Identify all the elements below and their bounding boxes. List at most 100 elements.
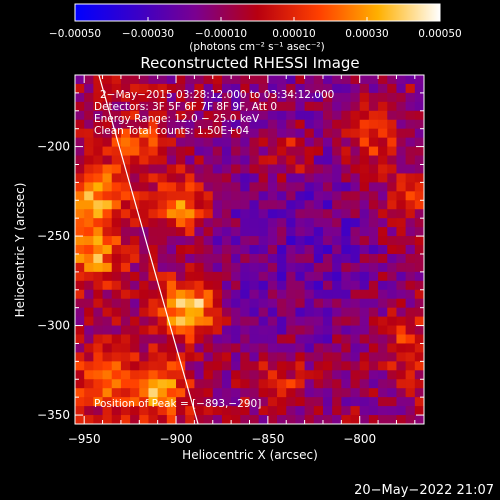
heatmap-cell bbox=[332, 325, 342, 336]
heatmap-cell bbox=[304, 191, 315, 201]
heatmap-cell bbox=[396, 325, 407, 336]
heatmap-cell bbox=[405, 146, 416, 157]
heatmap-cell bbox=[93, 361, 104, 371]
heatmap-cell bbox=[322, 370, 333, 380]
heatmap-cell bbox=[166, 289, 177, 300]
heatmap-cell bbox=[322, 209, 333, 219]
heatmap-cell bbox=[240, 173, 251, 183]
heatmap-cell bbox=[304, 146, 315, 157]
heatmap-cell bbox=[185, 298, 195, 309]
heatmap-cell bbox=[221, 361, 232, 371]
heatmap-cell bbox=[240, 191, 251, 201]
heatmap-cell bbox=[231, 343, 241, 354]
heatmap-cell bbox=[405, 253, 416, 264]
heatmap-cell bbox=[332, 289, 342, 300]
heatmap-cell bbox=[148, 218, 159, 228]
heatmap-cell bbox=[359, 397, 370, 407]
heatmap-cell bbox=[258, 75, 269, 85]
heatmap-cell bbox=[378, 110, 388, 121]
heatmap-cell bbox=[120, 209, 131, 219]
heatmap-cell bbox=[222, 424, 232, 434]
heatmap-cell bbox=[166, 361, 177, 371]
heatmap-cell bbox=[258, 83, 269, 94]
heatmap-cell bbox=[185, 83, 195, 94]
heatmap-cell bbox=[341, 307, 352, 318]
heatmap-cell bbox=[84, 343, 94, 354]
heatmap-cell bbox=[322, 388, 333, 398]
heatmap-cell bbox=[286, 379, 297, 389]
heatmap-cell bbox=[240, 92, 251, 103]
heatmap-cell bbox=[341, 164, 352, 175]
heatmap-cell bbox=[185, 182, 195, 192]
heatmap-cell bbox=[221, 280, 232, 291]
heatmap-cell bbox=[249, 325, 260, 336]
heatmap-cell bbox=[221, 227, 232, 237]
heatmap-cell bbox=[267, 164, 278, 175]
heatmap-cell bbox=[405, 397, 416, 407]
heatmap-cell bbox=[405, 280, 416, 291]
heatmap-cell bbox=[350, 92, 361, 103]
heatmap-cell bbox=[277, 406, 287, 416]
heatmap-cell bbox=[359, 227, 370, 237]
heatmap-cell bbox=[258, 361, 269, 371]
heatmap-cell bbox=[267, 406, 278, 416]
heatmap-cell bbox=[166, 316, 177, 327]
heatmap-cell bbox=[139, 271, 150, 282]
colorbar-tick-label: 0.00050 bbox=[418, 28, 461, 40]
heatmap-cell bbox=[313, 182, 324, 192]
heatmap-cell bbox=[267, 253, 278, 264]
heatmap-cell bbox=[120, 146, 131, 157]
heatmap-cell bbox=[203, 137, 214, 148]
heatmap-cell bbox=[332, 316, 342, 327]
heatmap-cell bbox=[350, 137, 361, 148]
heatmap-cell bbox=[212, 182, 223, 192]
heatmap-cell bbox=[295, 289, 306, 300]
heatmap-cell bbox=[194, 101, 205, 112]
heatmap-cell bbox=[313, 164, 324, 175]
colorbar-tick-label: −0.00050 bbox=[49, 28, 101, 40]
heatmap-cell bbox=[203, 227, 214, 237]
heatmap-cell bbox=[396, 110, 407, 121]
heatmap-cell bbox=[368, 262, 379, 273]
heatmap-cell bbox=[424, 379, 434, 389]
heatmap-cell bbox=[240, 388, 251, 398]
heatmap-cell bbox=[295, 361, 306, 371]
heatmap-cell bbox=[231, 92, 241, 103]
heatmap-cell bbox=[240, 271, 251, 282]
heatmap-cell bbox=[166, 128, 177, 139]
heatmap-cell bbox=[258, 209, 269, 219]
heatmap-cell bbox=[368, 191, 379, 201]
heatmap-cell bbox=[120, 182, 131, 192]
heatmap-cell bbox=[221, 191, 232, 201]
heatmap-cell bbox=[368, 155, 379, 166]
heatmap-cell bbox=[359, 298, 370, 309]
heatmap-cell bbox=[359, 245, 370, 255]
heatmap-cell bbox=[249, 262, 260, 273]
heatmap-cell bbox=[148, 397, 159, 407]
heatmap-cell bbox=[322, 334, 333, 345]
heatmap-cell bbox=[359, 415, 370, 424]
peak-position-label: Position of Peak = [−893,−290] bbox=[94, 398, 261, 410]
heatmap-cell bbox=[313, 262, 324, 273]
heatmap-cell bbox=[258, 298, 269, 309]
heatmap-cell bbox=[332, 173, 342, 183]
heatmap-cell bbox=[322, 289, 333, 300]
heatmap-cell bbox=[102, 370, 113, 380]
heatmap-cell bbox=[176, 92, 186, 103]
heatmap-cell bbox=[185, 406, 195, 416]
heatmap-cell bbox=[405, 128, 416, 139]
heatmap-cell bbox=[341, 388, 352, 398]
heatmap-cell bbox=[332, 227, 342, 237]
heatmap-cell bbox=[341, 316, 352, 327]
heatmap-cell bbox=[203, 92, 214, 103]
heatmap-cell bbox=[396, 173, 407, 183]
heatmap-cell bbox=[75, 227, 85, 237]
heatmap-cell bbox=[176, 343, 186, 354]
heatmap-cell bbox=[213, 424, 223, 434]
heatmap-cell bbox=[350, 191, 361, 201]
heatmap-cell bbox=[378, 146, 388, 157]
heatmap-cell bbox=[405, 155, 416, 166]
heatmap-cell bbox=[166, 352, 177, 362]
heatmap-cell bbox=[231, 307, 241, 318]
heatmap-cell bbox=[258, 110, 269, 121]
